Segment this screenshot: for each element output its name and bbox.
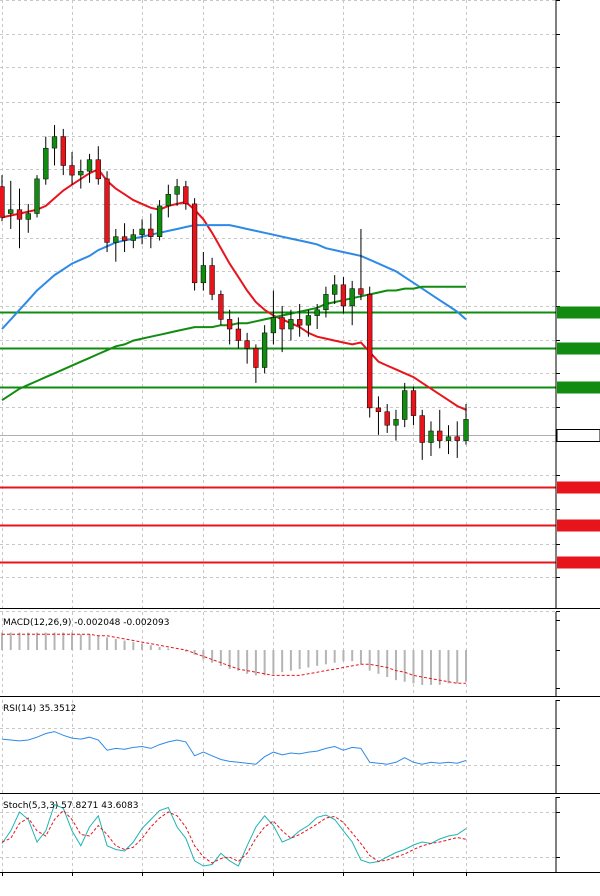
candle-body: [244, 340, 250, 349]
candle-body: [402, 390, 408, 420]
candle-body: [323, 294, 329, 311]
candle-body: [200, 265, 207, 284]
candle-body: [104, 178, 110, 243]
level-label-box: [557, 342, 600, 355]
level-labels: [556, 306, 600, 569]
moving-average-line: [1, 168, 467, 411]
candle-body: [279, 317, 285, 330]
candle-body: [25, 213, 31, 220]
candle-body: [130, 234, 136, 241]
candle-body: [209, 265, 215, 295]
rsi-polyline: [1, 731, 467, 765]
candle-body: [297, 319, 303, 326]
candle-body: [261, 332, 268, 368]
rsi-line: [1, 731, 467, 765]
candlesticks: [0, 125, 469, 460]
candle-body: [375, 407, 382, 412]
candle-body: [69, 165, 75, 176]
candle-body: [16, 209, 23, 220]
level-label-box: [557, 306, 600, 319]
candle-body: [226, 319, 233, 330]
macd-panel: MACD(12,26,9) -0.002048 -0.002093: [1, 612, 560, 696]
macd-signal-polyline: [2, 633, 466, 684]
candle-body: [410, 390, 417, 416]
candle-body: [305, 315, 312, 326]
candle-body: [445, 436, 452, 441]
stoch-panel: Stoch(5,3,3) 57.8271 43.6083: [0, 797, 560, 873]
candle-body: [393, 419, 399, 426]
candle-body: [288, 319, 294, 330]
moving-average-line: [1, 285, 466, 402]
candle-body: [174, 186, 180, 195]
candle-body: [34, 178, 40, 214]
candle-body: [86, 159, 93, 172]
candle-body: [0, 186, 5, 218]
price-panel: [0, 0, 600, 612]
current-price-box: [556, 429, 600, 442]
candle-body: [95, 159, 101, 180]
candle-body: [340, 284, 347, 307]
candle-body: [419, 415, 425, 443]
candle-body: [270, 317, 277, 334]
candle-body: [51, 136, 58, 149]
level-label-box: [557, 381, 600, 394]
candle-body: [235, 328, 242, 341]
rsi-panel: RSI(14) 35.3512: [0, 700, 560, 794]
candle-body: [78, 170, 84, 176]
candle-body: [139, 228, 145, 236]
candle-body: [358, 288, 364, 295]
candle-body: [428, 430, 434, 443]
candle-body: [314, 309, 320, 316]
candle-body: [156, 205, 163, 237]
moving-average-line: [1, 224, 467, 330]
candle-body: [183, 186, 189, 205]
macd-histogram: [1, 632, 467, 685]
price-axis: [556, 0, 560, 612]
candle-body: [8, 209, 14, 214]
macd-axis: [556, 620, 560, 689]
candle-body: [253, 348, 259, 368]
candle-body: [349, 288, 355, 307]
candle-body: [121, 236, 128, 241]
rsi-title: RSI(14) 35.3512: [3, 704, 76, 714]
candle-body: [332, 284, 338, 295]
candle-body: [384, 411, 390, 426]
candle-body: [60, 136, 66, 166]
candle-body: [437, 430, 443, 441]
candle-body: [43, 147, 49, 180]
support-resistance-levels: [0, 311, 556, 564]
candle-body: [367, 294, 373, 409]
candle-body: [165, 194, 171, 207]
moving-averages: [1, 168, 467, 411]
candle-body: [191, 203, 198, 284]
stoch-main-polyline: [1, 803, 467, 867]
stoch-title: Stoch(5,3,3) 57.8271 43.6083: [3, 801, 138, 811]
candle-body: [463, 419, 469, 441]
level-label-box: [557, 481, 600, 494]
macd-title: MACD(12,26,9) -0.002048 -0.002093: [3, 618, 169, 628]
level-label-box: [557, 556, 600, 569]
candle-body: [218, 294, 224, 320]
price-grid: [0, 0, 556, 612]
macd-signal-line: [2, 633, 466, 684]
candle-body: [148, 228, 154, 237]
level-label-box: [557, 519, 600, 532]
stoch-grid: [0, 797, 556, 872]
stoch-lines: [1, 803, 467, 867]
candle-body: [454, 436, 460, 441]
rsi-grid: [0, 700, 556, 793]
stoch-signal-polyline: [1, 809, 467, 864]
candle-body: [113, 236, 119, 243]
